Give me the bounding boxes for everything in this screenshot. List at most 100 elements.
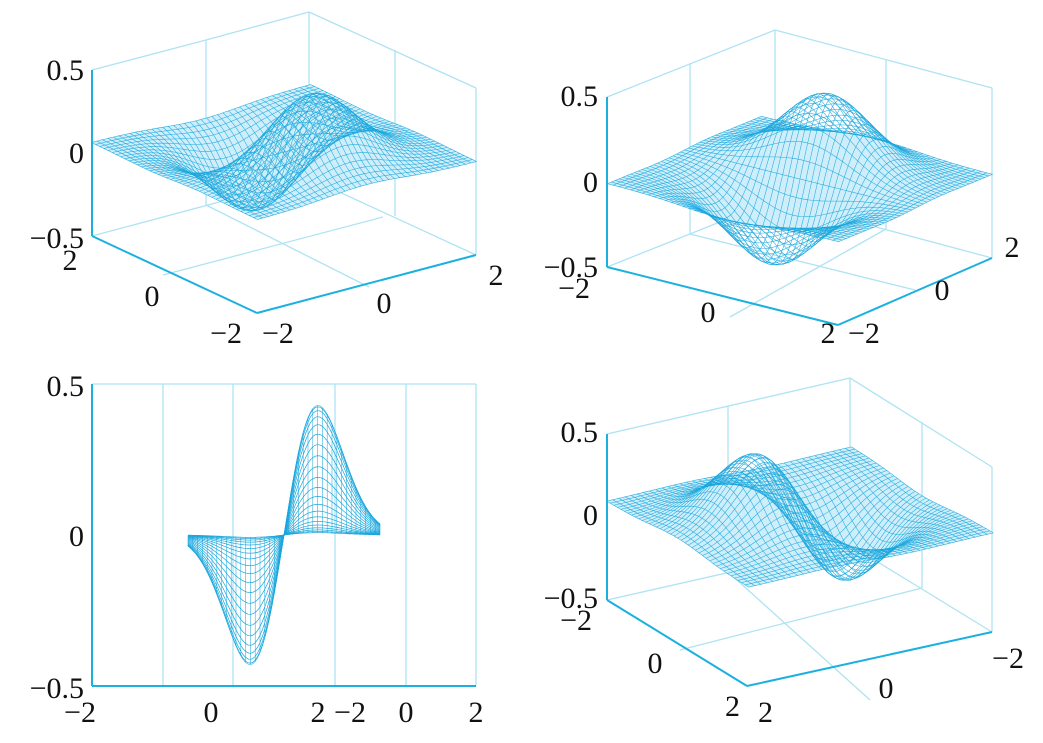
mesh-line-x (91, 84, 311, 143)
mesh-line-x (244, 155, 465, 214)
mesh-line-x (711, 93, 943, 196)
mesh-line-x (641, 169, 874, 255)
mesh-line-x (686, 453, 829, 569)
panel1-left-tick-c: −2 (210, 317, 242, 350)
mesh-line-x (728, 473, 872, 561)
mesh-line-x (722, 474, 866, 562)
mesh-line-x (249, 157, 469, 216)
panel3-left-tick-a: −2 (64, 696, 96, 729)
panel2-axes (606, 97, 993, 326)
mesh-line-x (704, 463, 847, 565)
panel1-right-tick-a: −2 (262, 317, 294, 350)
mesh-line-x (673, 460, 817, 572)
mesh-line-x (207, 96, 427, 196)
panel-bottom-left: 0.5 0 −0.5 −2 0 2 −2 0 2 (30, 370, 484, 729)
mesh-line-x (753, 119, 985, 178)
mesh-line-x (796, 459, 939, 559)
panel3-z-tick-bottom: −0.5 (30, 672, 84, 705)
mesh-line-x (688, 147, 920, 207)
mesh-line-x (612, 499, 755, 586)
mesh-line-x (710, 472, 853, 564)
mesh-line-x (777, 464, 921, 579)
panel2-left-tick-a: −2 (558, 272, 590, 305)
mesh-line-x (211, 101, 432, 198)
mesh-line-x (112, 94, 332, 153)
panel1-z-tick-bottom: −0.5 (30, 222, 84, 255)
mesh-line-x (103, 90, 324, 149)
panel1-z-tick-top: 0.5 (47, 54, 85, 87)
panel3-surface-mesh (187, 405, 381, 665)
mesh-line-x (236, 151, 456, 210)
mesh-line-x (224, 126, 444, 204)
mesh-line-x (826, 452, 970, 539)
panel2-right-tick-c: 2 (1005, 231, 1020, 264)
panel3-right-tick-c: 2 (469, 696, 484, 729)
panel2-right-tick-a: −2 (848, 317, 880, 350)
panel4-surface-mesh (606, 446, 994, 588)
mesh-line-x (215, 109, 436, 200)
mesh-line-x (665, 159, 897, 255)
mesh-line-x (761, 116, 993, 175)
mesh-line-x (668, 157, 901, 245)
mesh-line-x (692, 141, 924, 205)
mesh-line-x (253, 159, 473, 218)
mesh-line-x (808, 456, 951, 544)
mesh-line-x (672, 155, 905, 233)
mesh-line-x (832, 450, 976, 538)
mesh-line-x (661, 161, 893, 262)
mesh-line-x (228, 135, 448, 206)
panel-top-right: 0.5 0 −0.5 −2 0 2 −2 0 2 (544, 29, 1020, 350)
panel-top-left: 0.5 0 −0.5 2 0 −2 −2 0 2 (30, 11, 504, 350)
panel3-z-tick-mid: 0 (69, 520, 84, 553)
panel1-right-tick-b: 0 (377, 287, 392, 320)
mesh-line-x (190, 101, 411, 188)
mesh-line-x (137, 106, 357, 203)
mesh-line-x (124, 100, 344, 178)
mesh-line-x (684, 149, 916, 209)
mesh-line-x (783, 462, 927, 574)
panel1-left-tick-a: 2 (63, 244, 78, 277)
panel3-left-tick-b: 0 (204, 696, 219, 729)
panel4-left-tick-a: −2 (560, 604, 592, 637)
mesh-line-x (120, 98, 340, 169)
mesh-line-x (851, 446, 994, 534)
panel2-right-tick-b: 0 (935, 274, 950, 307)
panel4-right-tick-a: 2 (758, 696, 773, 729)
mesh-line-x (655, 483, 798, 576)
mesh-line-x (699, 113, 932, 201)
panel3-right-tick-b: 0 (399, 696, 414, 729)
mesh-line-x (747, 470, 890, 562)
panel4-z-tick-mid: 0 (583, 499, 598, 532)
mesh-line-x (643, 492, 786, 579)
mesh-line-x (116, 96, 336, 160)
panel4-right-tick-b: 0 (879, 672, 894, 705)
panel2-z-tick-top: 0.5 (561, 80, 599, 113)
panel1-z-tick-mid: 0 (69, 137, 84, 170)
panel3-right-tick-a: −2 (334, 696, 366, 729)
mesh-line-x (716, 475, 859, 563)
mesh-line-x (661, 475, 804, 575)
panel-bottom-right: 0.5 0 −0.5 −2 0 2 2 0 −2 (544, 377, 1024, 729)
panel2-left-tick-c: 2 (821, 317, 836, 350)
mesh-line-x (676, 153, 908, 217)
mesh-line-x (606, 500, 749, 588)
mesh-line-x (645, 167, 878, 260)
mesh-line-x (257, 161, 477, 220)
mesh-line-x (657, 162, 889, 265)
panel3-left-tick-c: 2 (311, 696, 326, 729)
mesh-line-x (742, 124, 974, 183)
mesh-line-x (145, 110, 365, 211)
panel4-z-tick-bottom: −0.5 (544, 582, 598, 615)
mesh-line-x (132, 104, 353, 195)
panel4-left-tick-c: 2 (725, 690, 740, 723)
mesh-line-x (219, 117, 440, 202)
mesh-line-x (734, 114, 966, 186)
panel4-right-tick-c: −2 (992, 642, 1024, 675)
mesh-line-x (141, 108, 361, 208)
mesh-line-x (618, 498, 761, 585)
mesh-line-x (182, 122, 402, 185)
mesh-line-x (814, 455, 957, 542)
mesh-line-x (637, 493, 780, 581)
panel1-axes (91, 70, 477, 314)
mesh-line-x (741, 471, 884, 559)
